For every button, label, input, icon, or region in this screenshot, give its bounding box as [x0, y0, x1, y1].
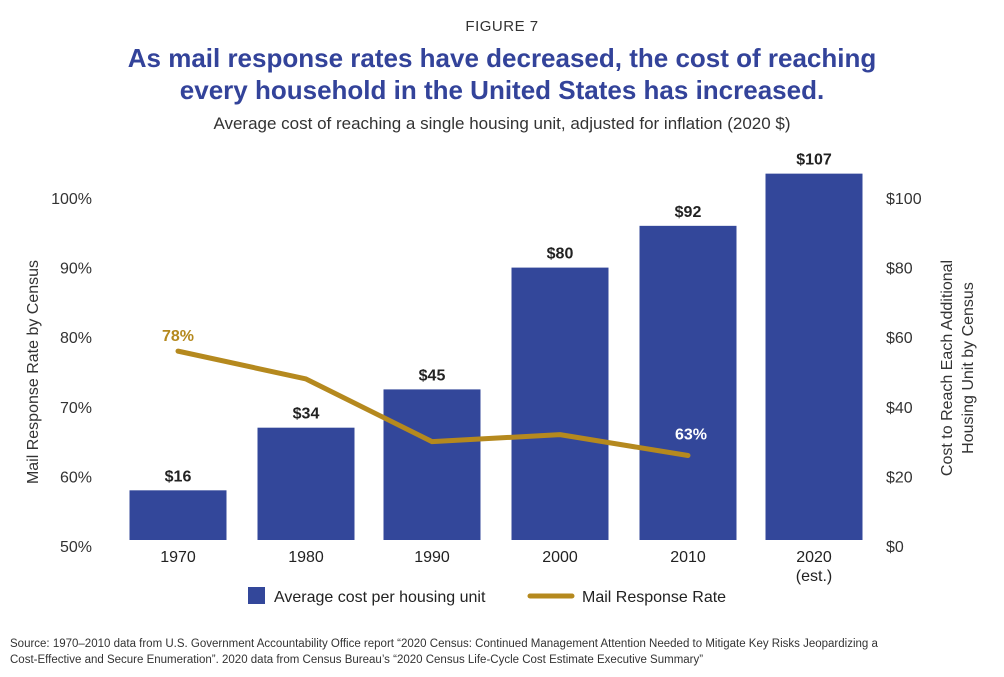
bar-value-label: $45 — [419, 367, 446, 384]
title-line-2: every household in the United States has… — [179, 75, 825, 105]
right-tick-label: $80 — [886, 261, 913, 278]
left-tick-label: 90% — [60, 261, 92, 278]
right-axis-title-line-1: Cost to Reach Each Additional — [939, 260, 956, 476]
figure-label: FIGURE 7 — [465, 18, 539, 35]
legend-swatch-bar — [248, 587, 265, 604]
bar-1970 — [129, 490, 227, 540]
bar-value-label: $80 — [547, 246, 574, 263]
bar-2000 — [511, 267, 609, 540]
left-axis-title: Mail Response Rate by Census — [25, 260, 42, 484]
right-tick-label: $40 — [886, 400, 913, 417]
left-tick-label: 70% — [60, 400, 92, 417]
right-tick-label: $60 — [886, 330, 913, 347]
legend-label-line: Mail Response Rate — [582, 589, 726, 606]
bar-2010 — [639, 225, 737, 540]
left-tick-label: 80% — [60, 330, 92, 347]
title-line-1: As mail response rates have decreased, t… — [127, 43, 877, 73]
right-axis-title-line-2: Housing Unit by Census — [960, 282, 977, 454]
legend-label-bar: Average cost per housing unit — [274, 589, 486, 606]
bar-value-label: $16 — [165, 468, 192, 485]
source-line-1: Source: 1970–2010 data from U.S. Governm… — [10, 638, 878, 650]
line-value-label: 63% — [675, 427, 707, 444]
right-tick-label: $100 — [886, 191, 922, 208]
category-label: 1970 — [160, 549, 196, 566]
bar-1980 — [257, 427, 355, 540]
left-tick-label: 60% — [60, 469, 92, 486]
category-label: 1990 — [414, 549, 450, 566]
chart-subtitle: Average cost of reaching a single housin… — [213, 114, 791, 133]
right-tick-label: $0 — [886, 539, 904, 556]
bar-value-label: $34 — [293, 406, 320, 423]
category-label: 1980 — [288, 549, 324, 566]
chart-title: As mail response rates have decreased, t… — [0, 42, 1004, 106]
category-label: 2000 — [542, 549, 578, 566]
category-sublabel: (est.) — [796, 568, 832, 585]
bar-1990 — [383, 389, 481, 540]
right-tick-label: $20 — [886, 469, 913, 486]
combo-chart: 50% 60% 70% 80% 90% 100% $0 $20 $40 $60 $80 $100 Mai… — [25, 152, 977, 606]
category-label: 2020 — [796, 549, 832, 566]
source-line-2: Cost-Effective and Secure Enumeration”. … — [10, 654, 704, 666]
category-label: 2010 — [670, 549, 706, 566]
bar-value-label: $107 — [796, 152, 832, 169]
left-tick-label: 50% — [60, 539, 92, 556]
left-tick-label: 100% — [51, 191, 92, 208]
source-note: Source: 1970–2010 data from U.S. Governm… — [10, 636, 995, 668]
bar-2020 — [765, 173, 863, 540]
line-value-label: 78% — [162, 328, 194, 345]
bar-value-label: $92 — [675, 204, 702, 221]
